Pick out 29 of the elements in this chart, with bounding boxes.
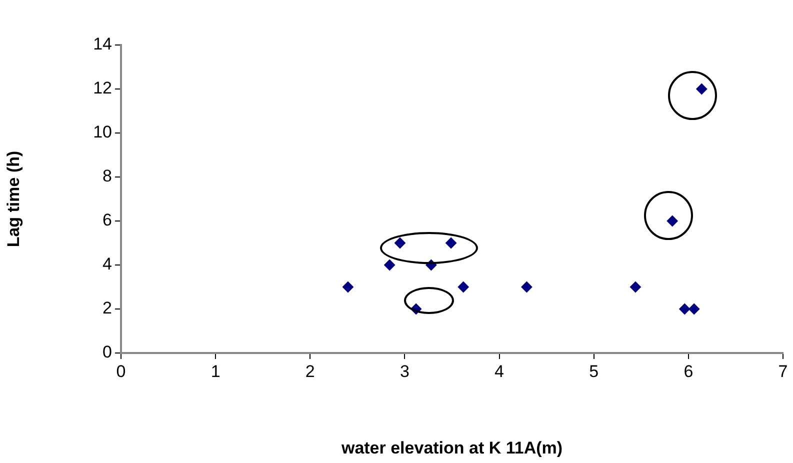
y-tick-label: 14 <box>93 34 112 54</box>
y-tick-label: 8 <box>102 166 112 186</box>
y-tick-label: 10 <box>93 122 112 142</box>
y-tick-label: 0 <box>102 342 112 362</box>
point <box>446 238 457 248</box>
y-tick-label: 12 <box>93 78 112 98</box>
point <box>666 216 678 226</box>
y-tick-label: 2 <box>102 298 112 318</box>
x-tick-label: 5 <box>589 362 599 381</box>
x-tick-label: 4 <box>494 362 504 381</box>
y-tick-label: 4 <box>102 254 112 274</box>
point <box>394 238 406 248</box>
point <box>342 282 354 292</box>
point <box>384 260 396 270</box>
x-tick-label: 0 <box>116 362 126 381</box>
point <box>688 304 700 314</box>
x-tick-label: 6 <box>684 362 694 381</box>
x-tick-label: 3 <box>400 362 410 381</box>
x-tick-label: 7 <box>778 362 788 381</box>
point <box>679 304 690 314</box>
y-axis-title: Lag time (h) <box>4 150 23 248</box>
point <box>630 282 641 292</box>
y-tick-label: 6 <box>102 210 112 230</box>
x-axis-title: water elevation at K 11A(m) <box>340 438 563 458</box>
point <box>458 282 469 292</box>
x-tick-label: 1 <box>210 362 220 381</box>
x-tick-label: 2 <box>305 362 315 381</box>
point <box>521 282 532 292</box>
point <box>696 84 708 94</box>
